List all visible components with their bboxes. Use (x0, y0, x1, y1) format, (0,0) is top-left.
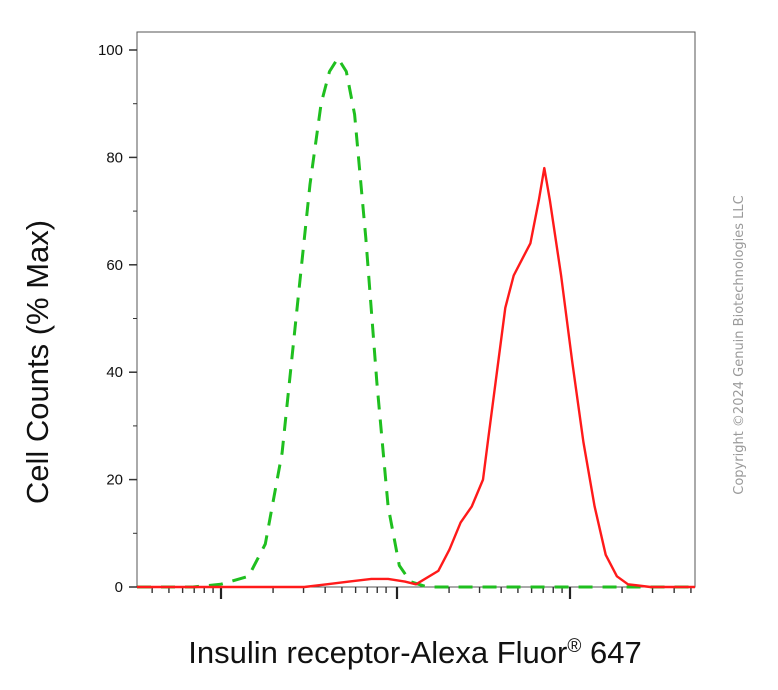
y-tick-label: 60 (106, 257, 123, 274)
series-layer (137, 56, 695, 589)
registered-mark: ® (567, 636, 581, 657)
y-tick-label: 100 (98, 42, 123, 59)
series-line-1 (137, 56, 695, 589)
y-tick-label: 0 (115, 579, 123, 596)
y-tick-label: 40 (106, 364, 123, 381)
x-axis-title-tail: 647 (581, 635, 641, 670)
y-axis: 0 20 40 60 80 100 (98, 42, 137, 596)
y-axis-title: Cell Counts (% Max) (20, 220, 55, 504)
copyright-notice: Copyright ©2024 Genuin Biotechnologies L… (732, 195, 747, 494)
x-axis (151, 587, 692, 599)
x-axis-title: Insulin receptor-Alexa Fluor® 647 (188, 635, 641, 670)
y-tick-label: 80 (106, 149, 123, 166)
x-axis-title-main: Insulin receptor-Alexa Fluor (188, 635, 567, 670)
plot-frame (136, 31, 696, 588)
y-tick-label: 20 (106, 472, 123, 489)
series-line-2 (137, 166, 695, 589)
